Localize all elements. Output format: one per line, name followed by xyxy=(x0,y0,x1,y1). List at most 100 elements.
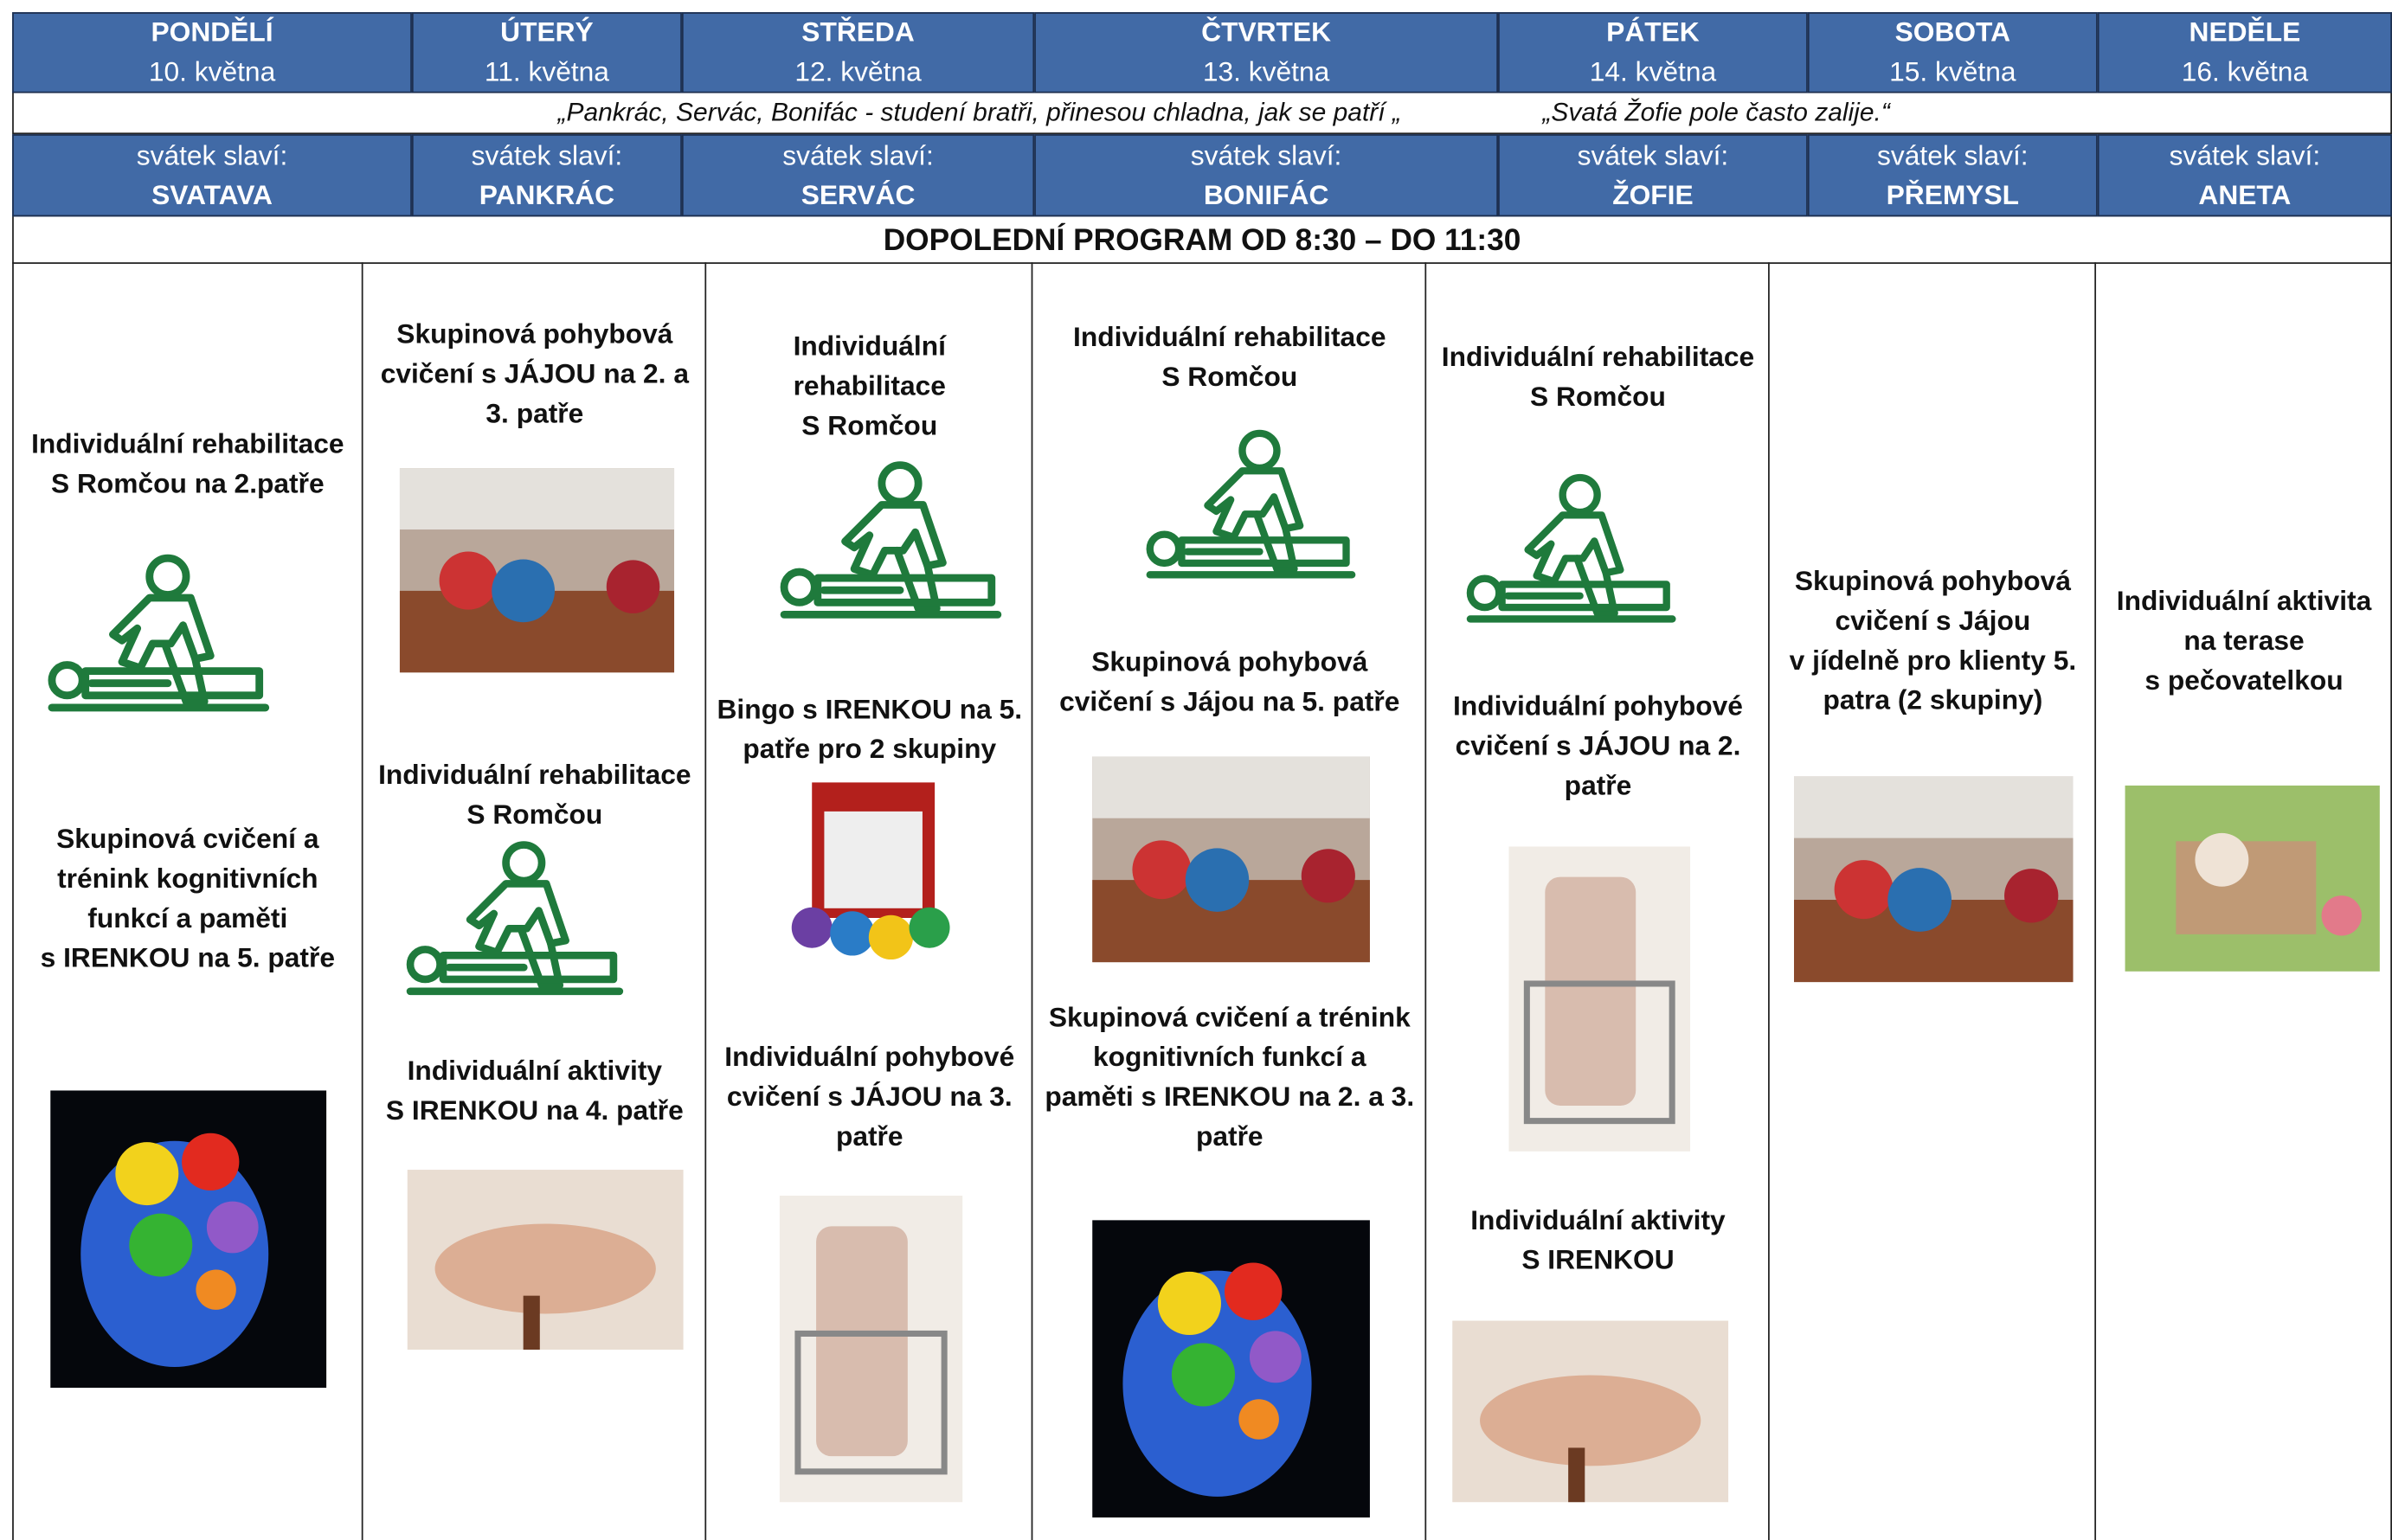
activity-line: S Romčou xyxy=(1161,361,1298,393)
activity-photo xyxy=(1452,1320,1729,1503)
day-name: PÁTEK xyxy=(1606,16,1700,48)
activity: Individuální pohybové cvičení s JÁJOU na … xyxy=(706,1037,1032,1156)
activity-line: Individuální aktivity xyxy=(407,1055,663,1087)
nameday-label: svátek slaví: xyxy=(1190,140,1342,171)
activity-photo xyxy=(407,1170,684,1351)
day-date: 15. května xyxy=(1889,56,2016,87)
nameday-header xyxy=(2097,134,2392,217)
nameday-header xyxy=(1498,134,1808,217)
nameday: BONIFÁC xyxy=(1203,180,1329,211)
nameday: ANETA xyxy=(2198,180,2292,211)
border xyxy=(12,262,14,1540)
activity-line: Individuální pohybové xyxy=(724,1041,1015,1073)
activity-line: 3. patře xyxy=(485,398,584,429)
activity-line: Individuální rehabilitace xyxy=(1441,341,1755,373)
activity: Individuální rehabilitace S Romčou xyxy=(1426,337,1770,417)
nameday: SERVÁC xyxy=(801,180,916,211)
activity: Skupinová pohybová cvičení s Jájou na 5. … xyxy=(1032,642,1426,722)
activity-line: Skupinová pohybová xyxy=(1794,565,2071,597)
column-border xyxy=(361,262,363,1540)
activity-line: Individuální pohybové xyxy=(1453,690,1743,722)
nameday-label: svátek slaví: xyxy=(136,140,288,171)
activity-line: Individuální aktivita xyxy=(2116,585,2372,617)
activity-line: funkcí a paměti xyxy=(87,902,288,934)
day-header xyxy=(1034,12,1499,93)
activity-line: Individuální aktivity xyxy=(1470,1204,1726,1235)
nameday-header xyxy=(681,134,1035,217)
activity: Individuální rehabilitace S Romčou xyxy=(363,755,707,835)
activity-line: S Romčou xyxy=(466,799,603,830)
activity-line: S Romčou xyxy=(801,410,938,441)
nameday-label: svátek slaví: xyxy=(782,140,934,171)
activity-line: patře xyxy=(835,1120,903,1152)
activity-line: cvičení s JÁJOU na 2. xyxy=(1455,730,1741,761)
activity: Individuální aktivity S IRENKOU na 4. pat… xyxy=(363,1051,707,1131)
day-date: 13. května xyxy=(1202,56,1330,87)
column-border xyxy=(1424,262,1427,1540)
day-header xyxy=(411,12,682,93)
activity: Bingo s IRENKOU na 5. patře pro 2 skupiny xyxy=(706,690,1032,769)
day-name: STŘEDA xyxy=(801,16,915,48)
activity-line: v jídelně pro klienty 5. xyxy=(1789,645,2077,676)
column-border xyxy=(1768,262,1770,1540)
activity-line: S IRENKOU na 4. patře xyxy=(385,1094,684,1126)
activity-line: Skupinová pohybová xyxy=(1091,646,1368,677)
rehab-icon xyxy=(1466,473,1676,623)
activity-line: patra (2 skupiny) xyxy=(1823,684,2043,715)
day-date: 11. května xyxy=(484,56,609,87)
nameday: PŘEMYSL xyxy=(1886,180,2020,211)
activity-line: na terase xyxy=(2183,625,2305,656)
day-header xyxy=(12,12,412,93)
quote: „Svatá Žofie pole často zalije.“ xyxy=(1542,97,1890,127)
rehab-icon xyxy=(406,841,624,996)
day-name: PONDĚLÍ xyxy=(151,16,273,48)
nameday: PANKRÁC xyxy=(479,180,615,211)
activity-line: S Romčou xyxy=(1530,381,1666,412)
activity-line: Skupinová cvičení a xyxy=(56,823,319,855)
activity-line: patře pro 2 skupiny xyxy=(743,733,997,765)
activity: Individuální aktivity S IRENKOU xyxy=(1426,1200,1770,1280)
activity: Individuální pohybové cvičení s JÁJOU na … xyxy=(1426,686,1770,805)
nameday-label: svátek slaví: xyxy=(2169,140,2321,171)
activity-photo xyxy=(1092,1220,1370,1518)
activity-line: cvičení s JÁJOU na 3. xyxy=(726,1081,1013,1113)
activity: Individuální rehabilitace S Romčou xyxy=(706,326,1032,445)
nameday-header xyxy=(12,134,412,217)
activity-line: cvičení s Jájou na 5. patře xyxy=(1059,686,1400,717)
activity: Individuální rehabilitace S Romčou na 2.p… xyxy=(12,424,363,504)
activity: Skupinová pohybová cvičení s JÁJOU na 2. … xyxy=(363,314,707,433)
day-date: 10. května xyxy=(148,56,276,87)
activity-photo xyxy=(791,782,950,960)
day-header xyxy=(681,12,1035,93)
activity-photo xyxy=(2125,785,2380,972)
nameday: SVATAVA xyxy=(151,180,273,211)
nameday-label: svátek slaví: xyxy=(471,140,623,171)
day-date: 16. května xyxy=(2181,56,2309,87)
activity-photo xyxy=(1508,846,1691,1152)
nameday: ŽOFIE xyxy=(1612,180,1694,211)
activity-line: kognitivních funkcí a xyxy=(1092,1041,1366,1073)
day-header xyxy=(2097,12,2392,93)
activity-photo xyxy=(1092,756,1370,963)
column-border xyxy=(1031,262,1033,1540)
activity-line: Individuální rehabilitace xyxy=(378,759,691,791)
activity: Skupinová cvičení a trénink kognitivních f… xyxy=(12,819,363,978)
activity: Skupinová cvičení a trénink kognitivních … xyxy=(1032,998,1426,1156)
activity-line: S IRENKOU xyxy=(1521,1244,1675,1275)
column-border xyxy=(2094,262,2097,1540)
activity-line: s pečovatelkou xyxy=(2144,664,2344,696)
activity: Individuální aktivita na terase s pečovate… xyxy=(2096,581,2392,700)
day-name: NEDĚLE xyxy=(2189,16,2301,48)
activity: Skupinová pohybová cvičení s Jájou v jídel… xyxy=(1770,561,2096,720)
activity-line: s IRENKOU na 5. patře xyxy=(40,942,335,973)
activity-photo xyxy=(50,1090,327,1389)
activity-photo xyxy=(1794,776,2074,983)
nameday-header xyxy=(1807,134,2098,217)
activity-photo xyxy=(779,1196,963,1503)
nameday-header xyxy=(1034,134,1499,217)
day-date: 12. května xyxy=(794,56,922,87)
day-name: ČTVRTEK xyxy=(1201,16,1332,48)
